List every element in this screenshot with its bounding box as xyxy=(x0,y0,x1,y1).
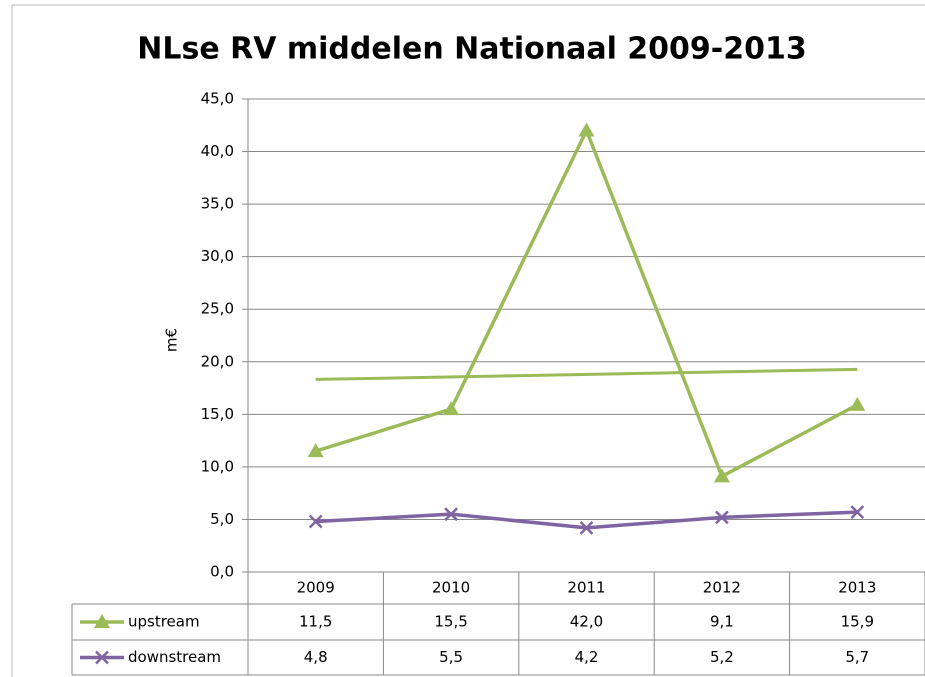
y-tick-label: 5,0 xyxy=(210,510,234,528)
legend-label: downstream xyxy=(128,648,221,666)
legend-marker xyxy=(94,614,110,628)
table-value: 11,5 xyxy=(299,613,332,631)
y-tick-label: 15,0 xyxy=(201,405,234,423)
x-tick-label: 2010 xyxy=(432,579,470,597)
marker xyxy=(308,514,323,529)
marker xyxy=(715,510,729,525)
table-value: 9,1 xyxy=(710,613,734,631)
y-tick-label: 0,0 xyxy=(210,563,234,581)
marker xyxy=(307,443,324,458)
table-value: 4,2 xyxy=(575,648,599,666)
marker xyxy=(443,401,460,416)
series-line xyxy=(315,126,859,479)
chart-title: NLse RV middelen Nationaal 2009-2013 xyxy=(137,32,807,67)
y-tick-label: 30,0 xyxy=(201,247,234,265)
table-value: 42,0 xyxy=(570,613,603,631)
y-tick-label: 10,0 xyxy=(201,457,234,475)
x-tick-label: 2009 xyxy=(297,579,335,597)
table-value: 5,7 xyxy=(845,648,869,666)
marker xyxy=(849,396,866,411)
marker xyxy=(850,505,865,519)
y-tick-label: 45,0 xyxy=(201,90,234,108)
table-value: 4,8 xyxy=(304,648,328,666)
legend-label: upstream xyxy=(128,613,200,631)
y-axis-label: m€ xyxy=(163,328,181,352)
table-value: 15,5 xyxy=(434,613,467,631)
marker xyxy=(713,468,730,483)
y-tick-label: 35,0 xyxy=(201,195,234,213)
x-tick-label: 2011 xyxy=(567,579,605,597)
x-tick-label: 2012 xyxy=(703,579,741,597)
trendline xyxy=(315,367,858,381)
legend-marker xyxy=(95,650,109,665)
y-tick-label: 20,0 xyxy=(201,352,234,370)
chart-border xyxy=(11,4,925,677)
series-line xyxy=(315,510,858,530)
marker xyxy=(444,507,458,522)
table-value: 5,5 xyxy=(439,648,463,666)
marker xyxy=(579,520,594,535)
y-tick-label: 40,0 xyxy=(201,142,234,160)
marker xyxy=(578,122,595,137)
x-tick-label: 2013 xyxy=(838,579,876,597)
y-tick-label: 25,0 xyxy=(201,300,234,318)
table-value: 5,2 xyxy=(710,648,734,666)
table-value: 15,9 xyxy=(841,613,874,631)
